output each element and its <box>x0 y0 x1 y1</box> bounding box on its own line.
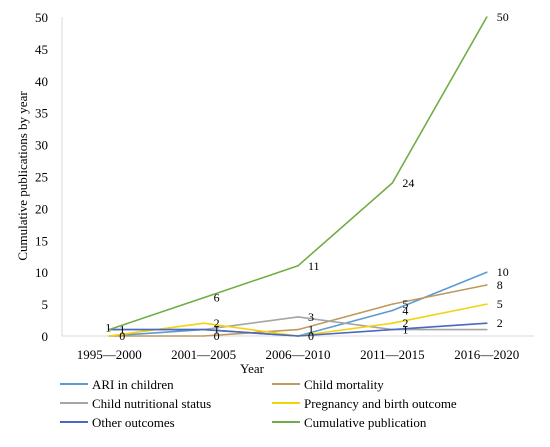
series-line-5 <box>108 16 488 331</box>
data-label: 10 <box>497 265 509 279</box>
data-label: 2 <box>402 316 408 330</box>
data-point <box>391 182 394 184</box>
x-tick-label: 2001—2005 <box>171 347 236 362</box>
data-point <box>108 328 110 331</box>
data-point <box>297 265 299 267</box>
x-tick-labels: 1995—2000 2001—2005 2006—2010 2011—2015 2016… <box>77 347 520 362</box>
data-point <box>391 303 394 305</box>
legend-label: Other outcomes <box>92 415 175 430</box>
y-tick-label: 25 <box>35 170 48 185</box>
data-label: 11 <box>308 259 320 273</box>
legend-label: Child mortality <box>304 377 384 392</box>
data-label: 5 <box>497 297 503 311</box>
data-point <box>202 335 205 337</box>
x-axis-title: Year <box>240 361 265 376</box>
x-tick-label: 2011—2015 <box>360 347 425 362</box>
data-point <box>486 284 488 286</box>
data-point <box>202 322 205 325</box>
data-label: 1 <box>105 321 111 335</box>
data-point <box>202 328 205 331</box>
data-point <box>202 296 205 299</box>
data-label: 2 <box>497 316 503 330</box>
legend-label: ARI in children <box>92 377 174 392</box>
axes <box>61 17 534 337</box>
y-tick-label: 20 <box>35 201 48 216</box>
data-point <box>391 309 394 312</box>
data-label: 50 <box>497 10 509 24</box>
data-point <box>297 328 299 331</box>
data-label: 1 <box>308 323 314 337</box>
y-tick-label: 15 <box>35 233 48 248</box>
data-label: 0 <box>214 329 220 343</box>
data-label: 6 <box>214 291 220 305</box>
y-axis-title: Cumulative publications by year <box>15 91 30 261</box>
y-tick-label: 50 <box>35 10 48 25</box>
data-label: 1 <box>119 323 125 337</box>
legend-label: Cumulative publication <box>304 415 427 430</box>
y-tick-label: 10 <box>35 265 48 280</box>
y-tick-label: 45 <box>35 42 48 57</box>
data-label: 1 <box>214 323 220 337</box>
data-label: 24 <box>402 176 414 190</box>
y-tick-label: 35 <box>35 106 48 121</box>
data-point <box>486 271 488 274</box>
data-label: 8 <box>497 278 503 292</box>
data-point <box>391 328 394 331</box>
data-point <box>486 303 488 305</box>
data-point <box>486 16 488 18</box>
legend: ARI in children Child mortality Child nutr… <box>60 377 457 430</box>
data-label: 1 <box>402 323 408 337</box>
series-lines <box>108 16 488 337</box>
y-tick-label: 5 <box>42 297 49 312</box>
data-label: 3 <box>308 310 314 324</box>
data-label: 5 <box>402 297 408 311</box>
data-label: 2 <box>214 316 220 330</box>
x-tick-label: 1995—2000 <box>77 347 142 362</box>
legend-label: Child nutritional status <box>92 396 211 411</box>
data-point <box>486 322 488 325</box>
y-tick-labels: 0 5 10 15 20 25 30 35 40 45 50 <box>35 10 48 344</box>
data-point <box>391 322 394 325</box>
data-label: 4 <box>402 303 408 317</box>
data-point <box>486 328 488 331</box>
y-tick-label: 0 <box>42 329 49 344</box>
series-line-3 <box>109 303 487 337</box>
legend-label: Pregnancy and birth outcome <box>304 396 457 411</box>
x-tick-label: 2016—2020 <box>454 347 519 362</box>
data-point <box>108 335 110 337</box>
data-label: 0 <box>308 329 314 343</box>
data-point <box>297 335 299 337</box>
data-point <box>297 316 299 318</box>
y-tick-label: 40 <box>35 74 48 89</box>
y-tick-label: 30 <box>35 138 48 153</box>
x-tick-label: 2006—2010 <box>266 347 331 362</box>
data-label: 0 <box>119 329 125 343</box>
